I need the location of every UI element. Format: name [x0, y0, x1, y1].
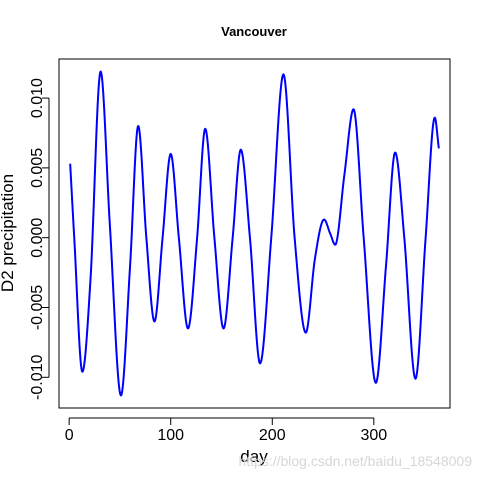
x-tick-label: 200 [259, 427, 286, 444]
x-tick-label: 100 [157, 427, 184, 444]
watermark: https://blog.csdn.net/baidu_18548009 [238, 453, 472, 469]
y-tick-label: 0.005 [29, 148, 46, 188]
y-axis-label: D2 precipitation [0, 174, 17, 292]
y-tick-label: -0.005 [29, 285, 46, 330]
series-line [69, 70, 440, 397]
y-tick-label: 0.010 [29, 78, 46, 118]
y-tick-label: -0.010 [29, 355, 46, 400]
x-tick-label: 300 [360, 427, 387, 444]
x-tick-label: 0 [65, 427, 74, 444]
series-layer [69, 70, 440, 397]
y-tick-label: 0.000 [29, 218, 46, 258]
x-axis-label: day [240, 447, 268, 466]
y-axis: -0.010 -0.005 0.000 0.005 0.010 [29, 78, 50, 400]
chart-title: Vancouver [221, 24, 287, 39]
plot-frame [58, 58, 451, 409]
x-axis: 0 100 200 300 [65, 417, 387, 444]
